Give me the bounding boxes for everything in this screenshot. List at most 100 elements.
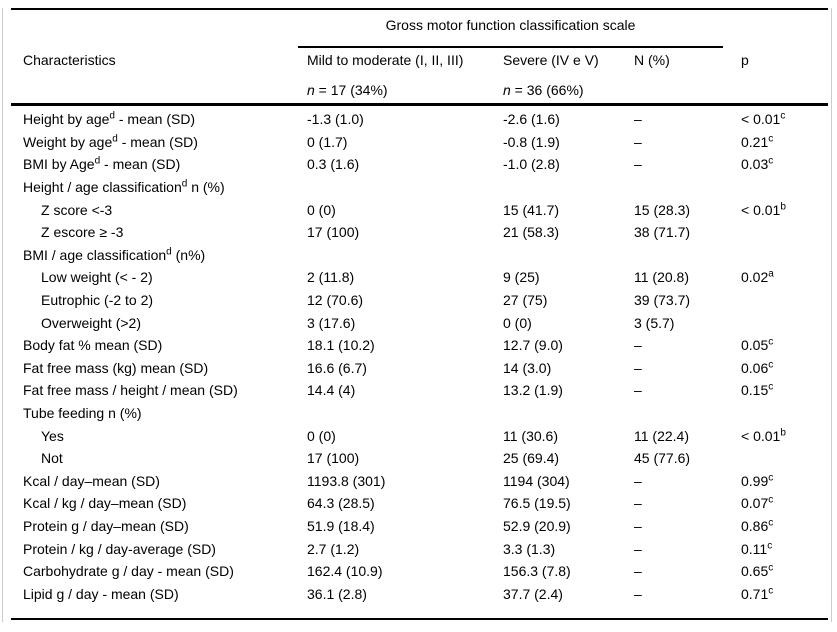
p-value: 0.06c bbox=[741, 359, 774, 376]
n-percent-value: – bbox=[634, 359, 642, 376]
severe-value: 15 (41.7) bbox=[503, 201, 560, 218]
p-value: 0.21c bbox=[741, 133, 774, 150]
n-percent-value: 3 (5.7) bbox=[634, 314, 675, 331]
characteristic-label: Fat free mass (kg) mean (SD) bbox=[23, 359, 209, 376]
n-percent-value: – bbox=[634, 472, 642, 489]
column-headers: Characteristics Mild to moderate (I, II,… bbox=[11, 52, 828, 110]
severe-value: 37.7 (2.4) bbox=[503, 585, 563, 602]
mild-moderate-value: 1193.8 (301) bbox=[307, 472, 386, 489]
table-row: Height / age classificationd n (%) bbox=[11, 176, 828, 199]
n-percent-value: – bbox=[634, 133, 642, 150]
severe-value: 0 (0) bbox=[503, 314, 532, 331]
characteristic-label: Protein g / day–mean (SD) bbox=[23, 517, 189, 534]
mild-moderate-value: 17 (100) bbox=[307, 450, 360, 467]
mild-moderate-value: -1.3 (1.0) bbox=[307, 111, 364, 128]
table-body: Height by aged - mean (SD) -1.3 (1.0) -2… bbox=[11, 106, 828, 618]
mild-moderate-value: 14.4 (4) bbox=[307, 382, 356, 399]
column-header-characteristics: Characteristics bbox=[23, 52, 116, 68]
severe-value: 9 (25) bbox=[503, 269, 540, 286]
table-row: Not 17 (100) 25 (69.4) 45 (77.6) bbox=[11, 447, 828, 470]
severe-value: 27 (75) bbox=[503, 292, 548, 309]
mild-moderate-value: 2.7 (1.2) bbox=[307, 540, 360, 557]
severe-value: 25 (69.4) bbox=[503, 450, 560, 467]
p-value: 0.05c bbox=[741, 336, 774, 354]
n-percent-value: 45 (77.6) bbox=[634, 450, 691, 467]
n-percent-value: – bbox=[634, 585, 642, 602]
table-row: Carbohydrate g / day - mean (SD) 162.4 (… bbox=[11, 560, 828, 583]
characteristic-label: Low weight (< - 2) bbox=[41, 269, 153, 286]
column-header-n: N (%) bbox=[634, 52, 670, 68]
characteristic-label: BMI by Aged - mean (SD) bbox=[23, 155, 181, 173]
header-bottom-rule bbox=[11, 103, 828, 106]
table-row: Z score <-3 0 (0) 15 (41.7) 15 (28.3) < … bbox=[11, 198, 828, 221]
p-value: 0.99c bbox=[741, 472, 774, 489]
n-variable: n bbox=[503, 82, 511, 98]
characteristic-label: Tube feeding n (%) bbox=[23, 405, 142, 422]
characteristic-label: Weight by aged - mean (SD) bbox=[23, 133, 198, 150]
table-row: Tube feeding n (%) bbox=[11, 402, 828, 425]
table-row: Protein / kg / day-average (SD) 2.7 (1.2… bbox=[11, 537, 828, 560]
n-percent-value: 39 (73.7) bbox=[634, 292, 691, 309]
p-value: < 0.01c bbox=[741, 110, 786, 128]
n-percent-value: – bbox=[634, 156, 642, 173]
n-percent-value: 15 (28.3) bbox=[634, 201, 691, 218]
mild-moderate-value: 17 (100) bbox=[307, 224, 360, 241]
table-row: Kcal / kg / day–mean (SD) 64.3 (28.5) 76… bbox=[11, 492, 828, 515]
n-percent-value: 11 (22.4) bbox=[634, 427, 689, 444]
characteristic-label: Kcal / day–mean (SD) bbox=[23, 472, 160, 489]
mild-moderate-value: 16.6 (6.7) bbox=[307, 359, 367, 376]
severe-value: -0.8 (1.9) bbox=[503, 133, 560, 150]
severe-value: 11 (30.6) bbox=[503, 427, 558, 444]
severe-value: 1194 (304) bbox=[503, 472, 570, 489]
characteristic-label: Height by aged - mean (SD) bbox=[23, 110, 196, 128]
severe-value: 52.9 (20.9) bbox=[503, 517, 571, 534]
severe-value: -1.0 (2.8) bbox=[503, 156, 560, 173]
table-top-rule bbox=[11, 8, 828, 10]
severe-value: 3.3 (1.3) bbox=[503, 540, 556, 557]
n-percent-value: – bbox=[634, 563, 642, 580]
subheader-severe-n: n = 36 (66%) bbox=[503, 82, 634, 98]
table-row: BMI / age classificationd (n%) bbox=[11, 244, 828, 267]
subheader-mild-n-rest: = 17 (34%) bbox=[314, 82, 388, 98]
n-percent-value: – bbox=[634, 337, 642, 354]
p-value: 0.86c bbox=[741, 517, 774, 534]
characteristic-label: Overweight (>2) bbox=[41, 314, 141, 331]
n-variable: n bbox=[307, 82, 315, 98]
mild-moderate-value: 0 (0) bbox=[307, 201, 336, 218]
severe-value: 14 (3.0) bbox=[503, 359, 552, 376]
p-value: 0.15c bbox=[741, 381, 774, 399]
table-row: Yes 0 (0) 11 (30.6) 11 (22.4) < 0.01b bbox=[11, 424, 828, 447]
characteristic-label: Kcal / kg / day–mean (SD) bbox=[23, 495, 187, 512]
mild-moderate-value: 12 (70.6) bbox=[307, 292, 364, 309]
characteristic-label: Lipid g / day - mean (SD) bbox=[23, 585, 179, 602]
characteristic-label: BMI / age classificationd (n%) bbox=[23, 246, 206, 263]
column-header-severe: Severe (IV e V) bbox=[503, 52, 599, 68]
p-value: 0.65c bbox=[741, 562, 774, 580]
n-percent-value: – bbox=[634, 382, 642, 399]
characteristic-label: Z score <-3 bbox=[41, 201, 113, 218]
table-row: Body fat % mean (SD) 18.1 (10.2) 12.7 (9… bbox=[11, 334, 828, 357]
table-row: Weight by aged - mean (SD) 0 (1.7) -0.8 … bbox=[11, 131, 828, 154]
table-row: BMI by Aged - mean (SD) 0.3 (1.6) -1.0 (… bbox=[11, 153, 828, 176]
characteristic-label: Not bbox=[41, 450, 63, 467]
p-value: < 0.01b bbox=[741, 426, 786, 444]
column-header-p: p bbox=[741, 52, 749, 68]
spanner-rule bbox=[298, 46, 723, 48]
n-percent-value: 11 (20.8) bbox=[634, 269, 689, 286]
n-percent-value: – bbox=[634, 495, 642, 512]
table-row: Overweight (>2) 3 (17.6) 0 (0) 3 (5.7) bbox=[11, 311, 828, 334]
p-value: 0.03c bbox=[741, 155, 774, 173]
subheader-severe-n-rest: = 36 (66%) bbox=[510, 82, 584, 98]
mild-moderate-value: 3 (17.6) bbox=[307, 314, 356, 331]
mild-moderate-value: 51.9 (18.4) bbox=[307, 517, 375, 534]
spanner-header: Gross motor function classification scal… bbox=[385, 17, 636, 33]
column-header-mild: Mild to moderate (I, II, III) bbox=[307, 52, 464, 68]
characteristic-label: Yes bbox=[41, 427, 64, 444]
p-value: < 0.01b bbox=[741, 201, 786, 218]
mild-moderate-value: 0 (1.7) bbox=[307, 133, 348, 150]
mild-moderate-value: 18.1 (10.2) bbox=[307, 337, 375, 354]
table-figure-frame: Gross motor function classification scal… bbox=[2, 8, 832, 622]
p-value: 0.02a bbox=[741, 268, 774, 286]
characteristics-table: Gross motor function classification scal… bbox=[11, 8, 828, 621]
